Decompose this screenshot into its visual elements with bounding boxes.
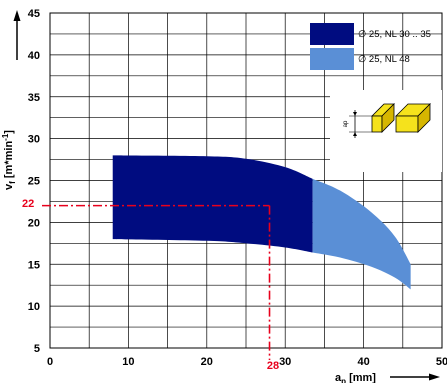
y-tick-label: 30 bbox=[28, 134, 40, 146]
x-tick-label: 0 bbox=[47, 356, 53, 368]
annotation-x-label: 28 bbox=[267, 360, 279, 372]
inset-dimension-label: ap bbox=[343, 120, 349, 127]
y-axis-arrow bbox=[13, 10, 21, 60]
x-tick-label: 50 bbox=[436, 356, 447, 368]
legend-label-nl-48: ∅ 25, NL 48 bbox=[358, 54, 410, 65]
y-tick-label: 25 bbox=[28, 176, 40, 188]
legend-label-nl-30-35: ∅ 25, NL 30 .. 35 bbox=[358, 29, 431, 40]
y-tick-labels: 5 10 15 20 25 30 35 40 45 bbox=[28, 8, 40, 355]
x-tick-label: 30 bbox=[279, 356, 291, 368]
y-tick-label: 15 bbox=[28, 259, 40, 271]
annotation-y-label: 22 bbox=[22, 198, 34, 210]
x-tick-label: 40 bbox=[357, 356, 369, 368]
area-series-0 bbox=[112, 155, 313, 253]
y-tick-label: 10 bbox=[28, 301, 40, 313]
x-tick-label: 20 bbox=[201, 356, 213, 368]
plot-border bbox=[49, 12, 443, 349]
y-tick-label: 5 bbox=[34, 343, 40, 355]
y-tick-label: 40 bbox=[28, 50, 40, 62]
y-tick-label: 45 bbox=[28, 8, 40, 20]
legend-swatch-nl-48 bbox=[310, 48, 354, 70]
area-series-1 bbox=[312, 178, 411, 290]
x-axis-label: ap [mm] bbox=[335, 372, 376, 383]
y-tick-label: 35 bbox=[28, 92, 40, 104]
x-tick-labels: 0 10 20 30 40 50 bbox=[47, 356, 447, 368]
legend-swatch-nl-30-35 bbox=[310, 23, 354, 45]
legend: ∅ 25, NL 30 .. 35 ∅ 25, NL 48 bbox=[310, 23, 431, 70]
plot-frame bbox=[49, 12, 443, 349]
insert-illustration: ap bbox=[330, 90, 442, 172]
x-axis-arrow bbox=[390, 373, 440, 381]
y-axis-label: vf [m*min-1] bbox=[1, 130, 17, 190]
y-tick-label: 20 bbox=[28, 217, 40, 229]
reference-annotation bbox=[42, 204, 271, 360]
data-areas bbox=[112, 155, 411, 290]
x-tick-label: 10 bbox=[122, 356, 134, 368]
